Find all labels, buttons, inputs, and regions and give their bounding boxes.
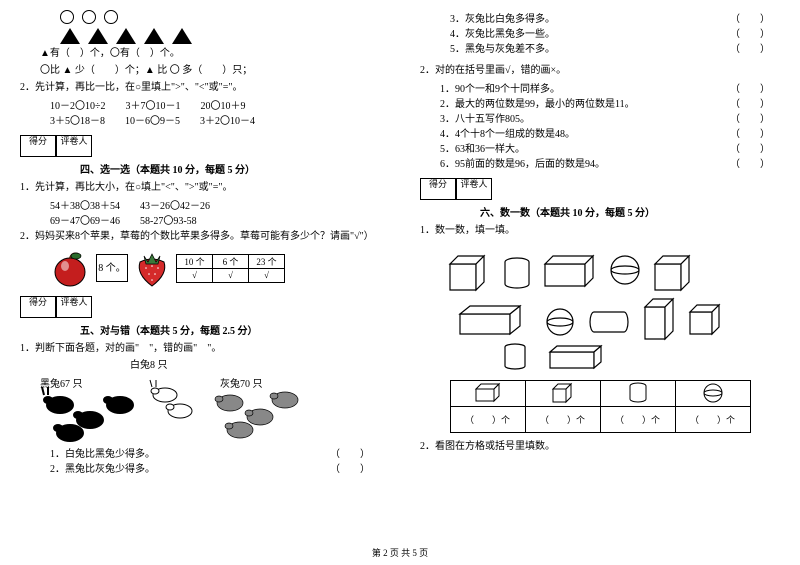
expr: 58-27〇93-58	[140, 212, 197, 227]
q5-1: 1．判断下面各题，对的画" "，错的画" "。	[20, 341, 380, 356]
paren: （ ）	[730, 10, 780, 25]
count-cell: （ ）个	[450, 407, 525, 433]
expr: 10－6〇9－5	[125, 112, 180, 127]
shapes-svg	[420, 244, 760, 374]
right-q2-list: 1．90个一和9个十同样多。（ ） 2．最大的两位数是99，最小的两位数是11。…	[440, 80, 780, 170]
opt-header: 10 个	[177, 254, 213, 268]
right-q2-header: 2．对的在括号里画√，错的画×。	[420, 63, 780, 78]
option-table: 10 个 6 个 23 个 √ √ √	[176, 254, 285, 283]
score-label: 得分	[20, 135, 56, 157]
q5-item-2: 2．黑兔比灰兔少得多。 （ ）	[50, 460, 380, 475]
q5-item-1: 1．白兔比黑兔少得多。 （ ）	[50, 445, 380, 460]
q4-2: 2．妈妈买来8个苹果，草莓的个数比苹果多得多。草莓可能有多少个？请画"√"）	[20, 229, 380, 244]
count-cell: （ ）个	[525, 407, 600, 433]
circle-icon	[82, 10, 96, 24]
apple-icon	[50, 248, 90, 288]
q2-it: 5．63和36一样大。（ ）	[440, 140, 780, 155]
score-label: 得分	[20, 296, 56, 318]
shape-cell	[450, 381, 525, 407]
q2-it: 2．最大的两位数是99，最小的两位数是11。（ ）	[440, 95, 780, 110]
sphere-icon	[702, 382, 724, 404]
score-box-5: 得分 评卷人	[20, 296, 380, 318]
page-footer: 第 2 页 共 5 页	[0, 546, 800, 559]
strawberry-icon	[134, 248, 170, 288]
count-cell: （ ）个	[600, 407, 675, 433]
shapes-3d-area	[420, 244, 760, 374]
rabbits-svg	[20, 375, 320, 445]
count-cell: （ ）个	[675, 407, 750, 433]
expr: 10－2〇10÷2	[50, 97, 106, 112]
shape-cell	[525, 381, 600, 407]
opt-cell: √	[213, 268, 249, 282]
cuboid-icon	[474, 382, 502, 404]
expr: 69－47〇69－46	[50, 212, 120, 227]
triangle-row	[60, 28, 380, 44]
left-column: ▲有（ ）个，〇有（ ）个。 〇比 ▲ 少（ ）个；▲ 比 〇 多（ ）只； 2…	[0, 0, 400, 565]
circle-icon	[60, 10, 74, 24]
q2-it: 6．95前面的数是96，后面的数是94。（ ）	[440, 155, 780, 170]
cube-icon	[551, 382, 575, 404]
q4-1: 1．先计算，再比大小，在○填上"<"、">"或"="。	[20, 180, 380, 195]
triangle-icon	[172, 28, 192, 44]
opt-cell: √	[177, 268, 213, 282]
q2-it: 3．八十五写作805。（ ）	[440, 110, 780, 125]
expr: 3＋2〇10－4	[200, 112, 255, 127]
grader-label: 评卷人	[56, 135, 92, 157]
q2-it: 4．4个十8个一组成的数是48。（ ）	[440, 125, 780, 140]
opt-cell: √	[249, 268, 285, 282]
triangle-icon	[116, 28, 136, 44]
paren: （ ）	[330, 445, 380, 460]
shapes-text-1: ▲有（ ）个，〇有（ ）个。	[40, 46, 380, 61]
grader-label: 评卷人	[456, 178, 492, 200]
q2-row-1: 10－2〇10÷2 3＋7〇10－1 20〇10＋9	[50, 97, 380, 112]
q5-item-5: 5．黑兔与灰兔差不多。 （ ）	[450, 40, 780, 55]
q4-1-row-1: 54＋38〇38＋54 43－26〇42－26	[50, 197, 380, 212]
shape-cell	[675, 381, 750, 407]
section-4-title: 四、选一选（本题共 10 分，每题 5 分）	[80, 161, 380, 176]
triangle-icon	[144, 28, 164, 44]
q2-it: 1．90个一和9个十同样多。（ ）	[440, 80, 780, 95]
rabbits-illustration: 黑兔67 只 灰兔70 只	[20, 375, 320, 445]
q2-row-2: 3＋5〇18－8 10－6〇9－5 3＋2〇10－4	[50, 112, 380, 127]
opt-header: 23 个	[249, 254, 285, 268]
score-box-6: 得分 评卷人	[420, 178, 780, 200]
item-text: 1．白兔比黑兔少得多。	[50, 445, 330, 460]
item-text: 3．灰兔比白兔多得多。	[450, 10, 730, 25]
item-text: 4．灰兔比黑兔多一些。	[450, 25, 730, 40]
q6-1: 1．数一数，填一填。	[420, 223, 780, 238]
score-box-4: 得分 评卷人	[20, 135, 380, 157]
circle-icon	[104, 10, 118, 24]
white-rabbit-label: 白兔8 只	[130, 358, 380, 373]
triangle-icon	[88, 28, 108, 44]
grader-label: 评卷人	[56, 296, 92, 318]
fruit-row: 8 个。 10 个 6 个 23 个 √ √ √	[50, 248, 380, 288]
q6-2: 2．看图在方格或括号里填数。	[420, 439, 780, 454]
paren: （ ）	[330, 460, 380, 475]
expr: 20〇10＋9	[201, 97, 246, 112]
expr: 3＋5〇18－8	[50, 112, 105, 127]
paren: （ ）	[730, 40, 780, 55]
q4-1-row-2: 69－47〇69－46 58-27〇93-58	[50, 212, 380, 227]
expr: 54＋38〇38＋54	[50, 197, 120, 212]
shape-cell	[600, 381, 675, 407]
item-text: 2．黑兔比灰兔少得多。	[50, 460, 330, 475]
q2-header: 2．先计算，再比一比，在○里填上">"、"<"或"="。	[20, 80, 380, 95]
shape-count-table: （ ）个 （ ）个 （ ）个 （ ）个	[450, 380, 751, 433]
cylinder-icon	[628, 382, 648, 404]
q5-item-3: 3．灰兔比白兔多得多。 （ ）	[450, 10, 780, 25]
item-text: 5．黑兔与灰兔差不多。	[450, 40, 730, 55]
q5-item-4: 4．灰兔比黑兔多一些。 （ ）	[450, 25, 780, 40]
shapes-text-2: 〇比 ▲ 少（ ）个；▲ 比 〇 多（ ）只；	[40, 63, 380, 78]
expr: 3＋7〇10－1	[126, 97, 181, 112]
paren: （ ）	[730, 25, 780, 40]
section-6-title: 六、数一数（本题共 10 分，每题 5 分）	[480, 204, 780, 219]
opt-header: 6 个	[213, 254, 249, 268]
right-column: 3．灰兔比白兔多得多。 （ ） 4．灰兔比黑兔多一些。 （ ） 5．黑兔与灰兔差…	[400, 0, 800, 565]
expr: 43－26〇42－26	[140, 197, 210, 212]
score-label: 得分	[420, 178, 456, 200]
apple-count: 8 个。	[96, 254, 128, 282]
section-5-title: 五、对与错（本题共 5 分，每题 2.5 分）	[80, 322, 380, 337]
triangle-icon	[60, 28, 80, 44]
circle-row	[60, 10, 380, 24]
